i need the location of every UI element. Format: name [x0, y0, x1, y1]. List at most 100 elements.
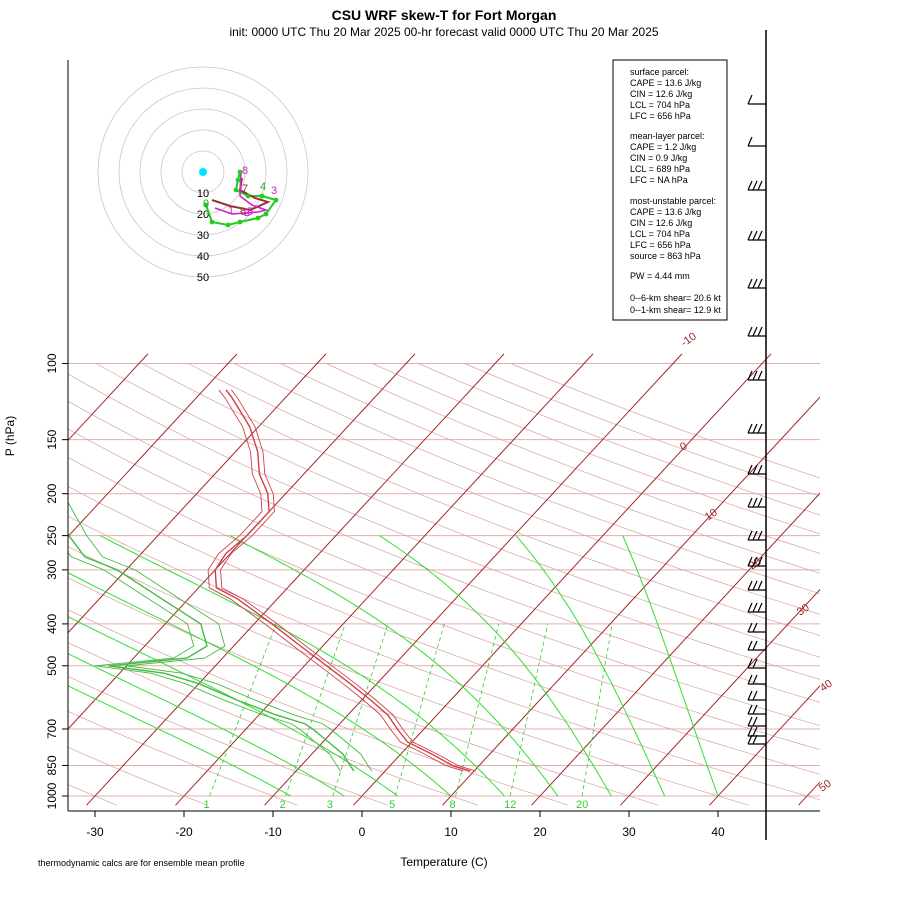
mixing-ratio-line: [455, 623, 500, 797]
hodograph-point: [235, 177, 241, 183]
info-box-frame: [612, 59, 728, 321]
isotherm-line: [798, 781, 820, 806]
hodograph-ring-label: 50: [197, 272, 209, 284]
y-tick-label: 250: [45, 525, 59, 545]
isotherm-line: [709, 684, 820, 806]
chart-subtitle: init: 0000 UTC Thu 20 Mar 2025 00-hr for…: [229, 25, 658, 39]
wind-barb-feather: [747, 464, 753, 475]
wind-barb-feather: [747, 94, 753, 105]
moist-adiabat: [515, 535, 666, 797]
dry-adiabat: [234, 363, 820, 594]
wind-barb-feather: [747, 136, 753, 147]
wind-barb-feather: [757, 180, 763, 191]
temperature-line: [220, 389, 476, 772]
wind-barb-feather: [752, 622, 758, 633]
x-tick-label: 30: [622, 825, 636, 839]
x-tick-label: 10: [444, 825, 458, 839]
hodograph-point: [237, 219, 243, 225]
dry-adiabat: [68, 515, 820, 801]
dewpoint-line: [68, 532, 355, 772]
dry-adiabat: [68, 609, 569, 806]
hodograph-ring-label: 10: [197, 188, 209, 200]
wind-barb: [747, 690, 766, 701]
y-tick-label: 500: [45, 655, 59, 675]
footnote: thermodynamic calcs are for ensemble mea…: [38, 858, 245, 868]
hodograph-ring: [118, 87, 288, 257]
isotherm-line: [68, 353, 416, 730]
wind-barb-feather: [757, 530, 763, 541]
isotherm-line: [68, 353, 238, 538]
mixing-ratio-label: 3: [327, 799, 333, 811]
dry-adiabat: [68, 428, 820, 727]
wind-barb-feather: [752, 530, 758, 541]
wind-barb-feather: [752, 716, 758, 727]
isotherm-line: [68, 353, 149, 442]
profiles: [68, 389, 476, 772]
wind-barb-feather: [747, 580, 753, 591]
wind-barb: [747, 464, 766, 475]
wind-barb-feather: [752, 690, 758, 701]
wind-barb-feather: [757, 278, 763, 289]
wind-barb-feather: [747, 690, 753, 701]
x-tick-label: -30: [86, 825, 104, 839]
dry-adiabat: [68, 400, 820, 703]
hodograph-ring: [181, 150, 225, 194]
hodograph-point-label: 3: [271, 185, 277, 197]
mixing-ratio-label: 20: [576, 799, 588, 811]
wind-barb: [747, 423, 766, 434]
hodograph-ring: [97, 66, 309, 278]
info-line: mean-layer parcel:: [630, 131, 705, 141]
info-line: most-unstable parcel:: [630, 196, 716, 206]
wind-barb: [747, 640, 766, 651]
x-axis-ticks: -30 -20 -10 0 10 20 30 40: [86, 811, 725, 839]
background-lines: [68, 353, 820, 806]
wind-barb-feather: [747, 326, 753, 337]
wind-barb-feather: [757, 230, 763, 241]
moist-adiabat: [68, 572, 452, 797]
wind-barb-feather: [752, 704, 758, 715]
wind-barb-feather: [757, 580, 763, 591]
wind-barb: [747, 602, 766, 613]
wind-barb-feather: [747, 602, 753, 613]
wind-barb-feather: [752, 674, 758, 685]
dry-adiabat: [95, 363, 820, 658]
x-tick-label: -10: [264, 825, 282, 839]
hodograph-point: [245, 193, 251, 199]
info-line: CAPE = 13.6 J/kg: [630, 207, 701, 217]
y-axis-ticks: 100 150 200 250 300 400 500 700 850 1000: [45, 353, 68, 809]
wind-barb-feather: [752, 556, 758, 567]
y-tick-label: 200: [45, 483, 59, 503]
mixing-ratio-label: 2: [280, 799, 286, 811]
mixing-ratio-label: 1: [204, 799, 210, 811]
mixing-ratio-line: [581, 623, 613, 797]
isotherm-label: -10: [679, 331, 699, 350]
y-tick-label: 400: [45, 614, 59, 634]
isotherm-label: 40: [818, 678, 835, 695]
info-line: CIN = 12.6 J/kg: [630, 89, 692, 99]
wind-barb: [747, 180, 766, 191]
wind-barb-feather: [752, 640, 758, 651]
wind-barb-feather: [747, 370, 753, 381]
x-axis-label: Temperature (C): [400, 855, 487, 869]
hodograph-point: [209, 219, 215, 225]
dry-adiabat: [68, 710, 298, 806]
parcel-info-box: surface parcel: CAPE = 13.6 J/kg CIN = 1…: [612, 59, 728, 321]
wind-barb: [747, 94, 766, 105]
wind-barb-feather: [747, 180, 753, 191]
temperature-line: [207, 389, 464, 772]
wind-barb-feather: [752, 658, 758, 669]
y-tick-label: 700: [45, 719, 59, 739]
temperature-line: [214, 389, 471, 772]
moist-adiabat: [99, 535, 505, 797]
dewpoint-line: [68, 551, 341, 772]
dry-adiabat: [510, 363, 820, 479]
hodograph-ring-label: 20: [197, 209, 209, 221]
wind-barb-feather: [752, 580, 758, 591]
dry-adiabat: [68, 373, 820, 680]
hodograph-point: [203, 202, 209, 208]
mixing-ratio-label: 5: [389, 799, 395, 811]
wind-barb-feather: [752, 180, 758, 191]
wind-barb-feather: [747, 716, 753, 727]
